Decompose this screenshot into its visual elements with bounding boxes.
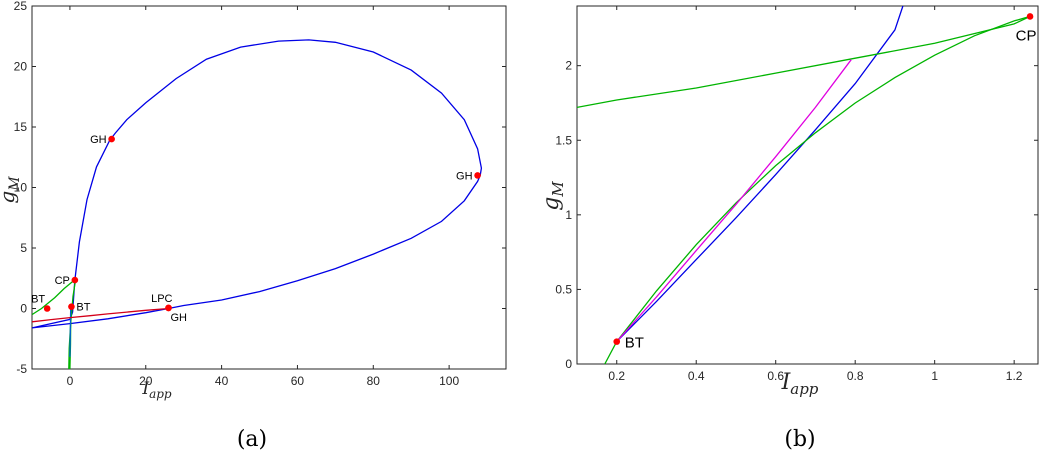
- y-tick-label: 1.5: [555, 133, 572, 147]
- point-label: BT: [625, 335, 644, 352]
- plot-frame: [576, 5, 1039, 365]
- point-label: CP: [1016, 27, 1037, 44]
- x-tick-label: 60: [291, 374, 305, 388]
- bifurcation-point: [474, 172, 481, 179]
- x-tick-label: 20: [139, 374, 153, 388]
- y-tick-label: 0: [20, 302, 27, 316]
- point-label: CP: [55, 275, 70, 287]
- y-tick-label: 15: [14, 120, 28, 134]
- x-tick-label: 0.6: [767, 369, 784, 383]
- series-line: [616, 59, 852, 343]
- series-line: [32, 307, 169, 323]
- y-tick-label: 1: [565, 208, 572, 222]
- series-group: [32, 39, 483, 369]
- series-group: [577, 6, 1031, 364]
- x-tick-label: 0.4: [688, 369, 705, 383]
- bifurcation-point: [108, 135, 115, 143]
- point-label: BT: [76, 302, 90, 314]
- x-tick-label: 40: [215, 374, 229, 388]
- x-tick-label: 80: [367, 374, 381, 388]
- bifurcation-point: [43, 305, 51, 312]
- bifurcation-point: [68, 303, 75, 310]
- x-axis-label: Iapp: [781, 370, 819, 398]
- point-label: BT: [31, 294, 45, 306]
- series-line: [616, 6, 904, 343]
- bifurcation-point: [71, 276, 79, 284]
- x-tick-label: 100: [439, 374, 459, 388]
- x-tick-label: 1: [931, 369, 938, 383]
- series-line: [32, 39, 483, 329]
- y-tick-label: 10: [14, 181, 28, 195]
- y-axis-label: gM: [539, 181, 567, 211]
- y-tick-label: 0: [565, 357, 572, 371]
- panel-label: (b): [784, 427, 815, 452]
- y-tick-label: 5: [20, 241, 27, 255]
- series-line: [577, 15, 1031, 109]
- y-tick-label: 25: [14, 0, 28, 13]
- chart-panel-b: 0.2 0.4 0.6 0.8 1 1.2 0 0.5 1 1.5 2 BT CP Iapp gM (b): [539, 5, 1039, 452]
- y-tick-label: 0.5: [555, 282, 572, 296]
- point-label: GH: [456, 170, 473, 182]
- y-tick-label: 20: [14, 60, 28, 74]
- bifurcation-point: [165, 304, 172, 312]
- bifurcation-point: [1026, 13, 1034, 20]
- panel-label: (a): [237, 427, 267, 452]
- y-tick-label: -5: [16, 362, 27, 376]
- x-tick-label: 1.2: [1006, 369, 1023, 383]
- x-tick-label: 0.8: [847, 369, 864, 383]
- point-label: LPC: [151, 293, 172, 305]
- series-line: [604, 15, 1031, 364]
- x-axis-label: Iapp: [141, 379, 172, 401]
- x-tick-label: 0.2: [608, 369, 625, 383]
- point-label: GH: [90, 134, 107, 146]
- y-axis-label: gM: [0, 176, 23, 204]
- bifurcation-point: [613, 338, 621, 345]
- chart-panel-a: 0 20 40 60 80 100 -5 0 5 10 15 20 25 GH GH CP BT BT LPC GH I…: [0, 0, 507, 452]
- point-label: GH: [171, 312, 188, 324]
- x-tick-label: 0: [67, 374, 74, 388]
- series-line: [69, 306, 72, 357]
- y-tick-label: 2: [565, 59, 572, 73]
